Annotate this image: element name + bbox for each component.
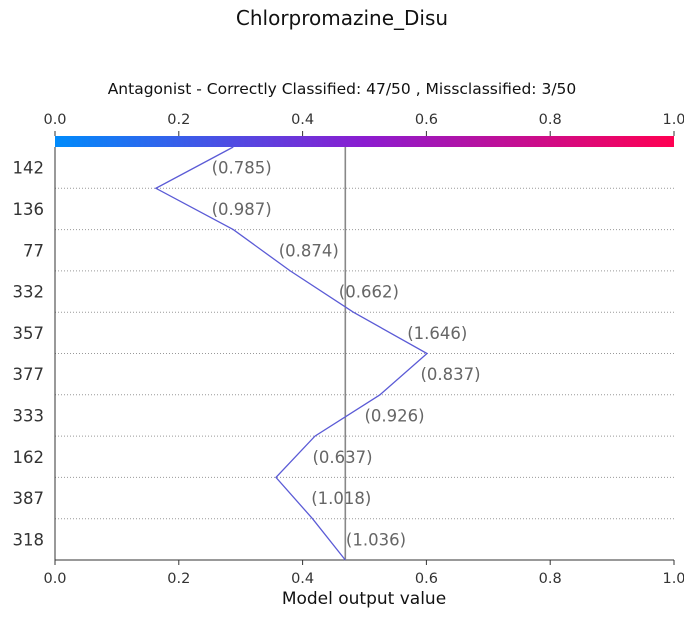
feature-value-annotation: (0.874) <box>279 241 339 260</box>
chart-title: Chlorpromazine_Disu <box>235 6 449 30</box>
feature-label: 77 <box>23 241 44 260</box>
x-axis-label: Model output value <box>281 589 447 609</box>
bottom-tick-label: 0.0 <box>43 571 66 587</box>
top-tick-label: 1.0 <box>662 112 684 128</box>
feature-value-annotation: (0.837) <box>420 365 480 384</box>
feature-value-annotation: (1.646) <box>407 324 467 343</box>
chart-subtitle: Antagonist - Correctly Classified: 47/50… <box>107 80 577 98</box>
feature-value-annotation: (0.662) <box>339 283 399 302</box>
bottom-tick-label: 0.8 <box>539 571 562 587</box>
top-tick-label: 0.4 <box>291 112 314 128</box>
top-tick-label: 0.2 <box>167 112 190 128</box>
bottom-tick-label: 1.0 <box>662 571 684 587</box>
colorbar <box>55 136 674 147</box>
feature-value-annotation: (1.036) <box>346 530 406 549</box>
feature-label: 136 <box>13 200 45 219</box>
feature-label: 162 <box>13 448 45 467</box>
decision-path <box>154 146 429 561</box>
bottom-tick-label: 0.6 <box>415 571 438 587</box>
top-tick-label: 0.0 <box>43 112 66 128</box>
feature-value-annotation: (0.987) <box>212 200 272 219</box>
feature-label: 142 <box>13 159 45 178</box>
feature-label: 332 <box>13 283 45 302</box>
feature-value-annotation: (1.018) <box>311 489 371 508</box>
bottom-tick-label: 0.2 <box>167 571 190 587</box>
feature-label: 387 <box>13 489 45 508</box>
feature-label: 318 <box>13 530 45 549</box>
feature-value-annotation: (0.637) <box>312 448 372 467</box>
feature-value-annotation: (0.785) <box>212 159 272 178</box>
feature-label: 357 <box>13 324 45 343</box>
top-tick-label: 0.8 <box>539 112 562 128</box>
feature-label: 377 <box>13 365 45 384</box>
bottom-tick-label: 0.4 <box>291 571 314 587</box>
feature-label: 333 <box>13 406 45 425</box>
top-tick-label: 0.6 <box>415 112 438 128</box>
feature-value-annotation: (0.926) <box>364 406 424 425</box>
